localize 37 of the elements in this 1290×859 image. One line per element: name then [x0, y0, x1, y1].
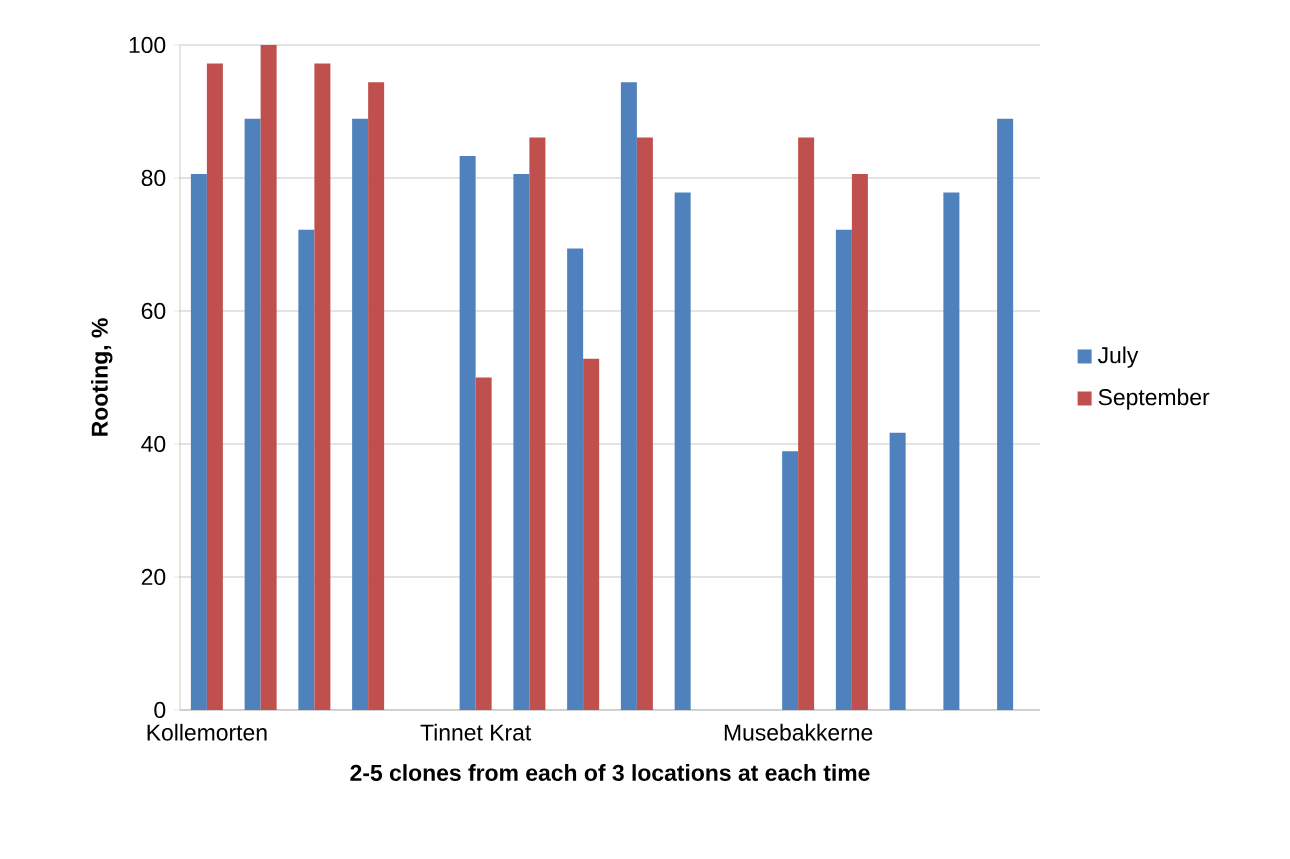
bar: [636, 137, 653, 710]
bar: [190, 173, 207, 710]
x-tick-label: Kollemorten: [147, 723, 267, 741]
bar: [674, 192, 691, 710]
bar: [206, 63, 223, 710]
bar: [475, 377, 492, 710]
bar: [513, 173, 530, 710]
y-axis-title: Rooting, %: [91, 318, 113, 436]
bar: [298, 229, 315, 710]
y-tick-label: 80: [141, 169, 166, 187]
bar: [798, 137, 815, 710]
bar: [782, 451, 799, 710]
bar: [368, 82, 385, 710]
bar: [567, 248, 584, 710]
y-tick-label: 40: [141, 435, 166, 453]
bar: [620, 82, 637, 710]
x-tick-label: Tinnet Krat: [420, 723, 532, 741]
y-tick-label: 60: [141, 302, 166, 320]
bar: [997, 118, 1014, 710]
bar: [260, 44, 277, 710]
bar: [583, 358, 600, 710]
y-tick-label: 100: [129, 36, 166, 54]
y-tick-label: 20: [141, 568, 166, 586]
x-tick-label: Musebakkerne: [724, 723, 873, 741]
bar: [943, 192, 960, 710]
x-axis-title: 2-5 clones from each of 3 locations at each time: [350, 764, 870, 781]
bar: [352, 118, 369, 710]
legend-label: July: [1097, 346, 1139, 368]
legend-label: September: [1098, 388, 1210, 410]
bar: [835, 229, 852, 710]
bar: [529, 137, 546, 710]
bar: [459, 156, 476, 710]
bar: [889, 432, 906, 710]
y-tick-label: 0: [154, 701, 166, 719]
bar: [851, 173, 868, 710]
bar: [314, 63, 331, 710]
bar: [244, 118, 261, 710]
